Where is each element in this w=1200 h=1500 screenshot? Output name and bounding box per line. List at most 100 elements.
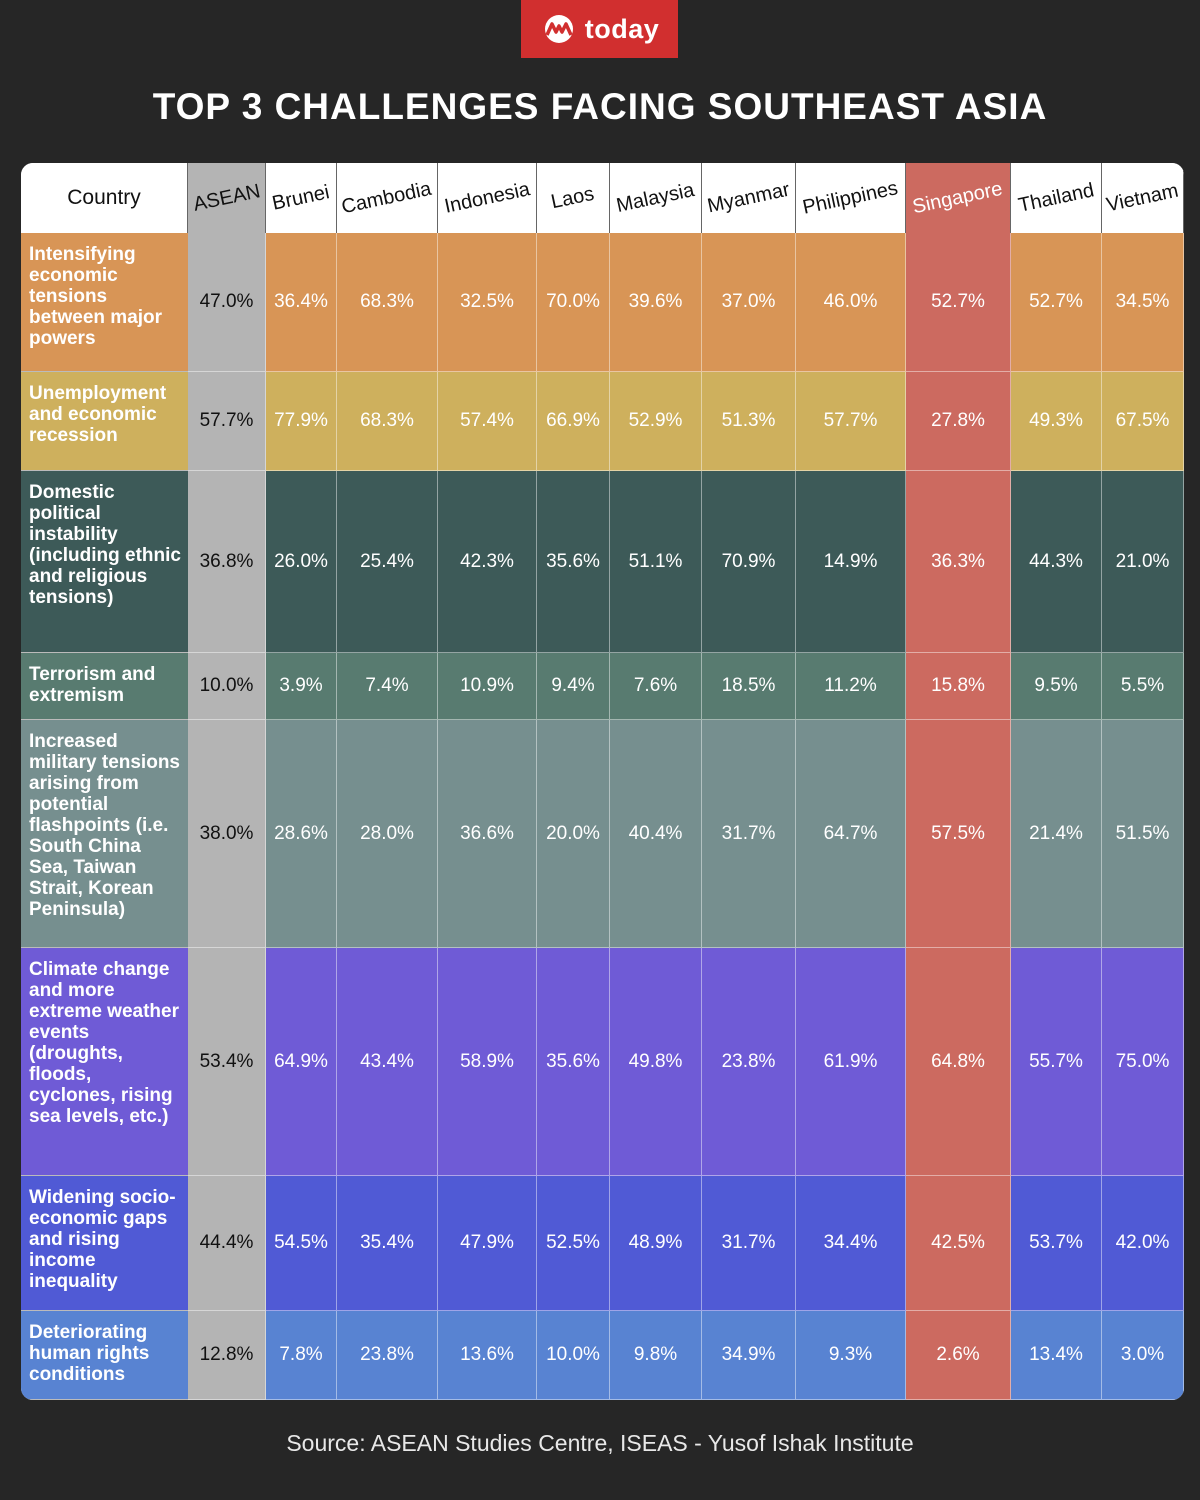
column-header-asean: ASEAN [188, 163, 266, 233]
challenges-table: Country ASEAN Brunei Cambodia Indonesia Laos M… [21, 163, 1184, 1400]
value-cell: 7.4% [337, 653, 438, 720]
column-header-text: Myanmar [705, 178, 792, 217]
value-cell: 9.4% [537, 653, 610, 720]
value-cell: 10.9% [438, 653, 537, 720]
value-cell: 27.8% [906, 372, 1011, 471]
value-cell: 26.0% [266, 471, 337, 653]
value-cell: 44.3% [1011, 471, 1102, 653]
column-header-text: Thailand [1016, 178, 1096, 217]
value-cell: 9.5% [1011, 653, 1102, 720]
value-cell: 3.0% [1102, 1311, 1184, 1400]
value-cell: 43.4% [337, 948, 438, 1176]
value-cell: 12.8% [188, 1311, 266, 1400]
value-cell: 31.7% [702, 720, 796, 948]
value-cell: 34.4% [796, 1176, 906, 1311]
row-label: Intensifying economic tensions between m… [21, 233, 188, 372]
value-cell: 39.6% [610, 233, 702, 372]
column-header-brunei: Brunei [266, 163, 337, 233]
row-label: Unemployment and economic recession [21, 372, 188, 471]
row-label: Domestic political instability (includin… [21, 471, 188, 653]
value-cell: 51.3% [702, 372, 796, 471]
value-cell: 64.7% [796, 720, 906, 948]
value-cell: 55.7% [1011, 948, 1102, 1176]
header-corner-label: Country [21, 163, 188, 233]
row-label: Deteriorating human rights conditions [21, 1311, 188, 1400]
value-cell: 49.3% [1011, 372, 1102, 471]
value-cell: 42.5% [906, 1176, 1011, 1311]
value-cell: 18.5% [702, 653, 796, 720]
value-cell: 35.4% [337, 1176, 438, 1311]
value-cell: 44.4% [188, 1176, 266, 1311]
value-cell: 42.3% [438, 471, 537, 653]
value-cell: 15.8% [906, 653, 1011, 720]
column-header-thailand: Thailand [1011, 163, 1102, 233]
value-cell: 48.9% [610, 1176, 702, 1311]
value-cell: 47.0% [188, 233, 266, 372]
value-cell: 14.9% [796, 471, 906, 653]
row-label: Widening socio-economic gaps and rising … [21, 1176, 188, 1311]
column-header-vietnam: Vietnam [1102, 163, 1184, 233]
value-cell: 31.7% [702, 1176, 796, 1311]
value-cell: 36.6% [438, 720, 537, 948]
column-header-text: ASEAN [190, 179, 262, 216]
value-cell: 36.8% [188, 471, 266, 653]
value-cell: 23.8% [702, 948, 796, 1176]
value-cell: 77.9% [266, 372, 337, 471]
column-header-singapore: Singapore [906, 163, 1011, 233]
column-header-text: Laos [549, 182, 597, 213]
column-header-philippines: Philippines [796, 163, 906, 233]
brand-name: today [584, 13, 660, 44]
column-header-text: Cambodia [340, 177, 434, 218]
value-cell: 54.5% [266, 1176, 337, 1311]
value-cell: 58.9% [438, 948, 537, 1176]
value-cell: 52.7% [906, 233, 1011, 372]
value-cell: 52.7% [1011, 233, 1102, 372]
value-cell: 13.6% [438, 1311, 537, 1400]
value-cell: 2.6% [906, 1311, 1011, 1400]
value-cell: 21.4% [1011, 720, 1102, 948]
value-cell: 36.3% [906, 471, 1011, 653]
value-cell: 5.5% [1102, 653, 1184, 720]
value-cell: 34.9% [702, 1311, 796, 1400]
value-cell: 7.8% [266, 1311, 337, 1400]
value-cell: 64.9% [266, 948, 337, 1176]
value-cell: 21.0% [1102, 471, 1184, 653]
value-cell: 49.8% [610, 948, 702, 1176]
column-header-text: Brunei [270, 180, 332, 215]
value-cell: 51.5% [1102, 720, 1184, 948]
column-header-text: Philippines [800, 176, 900, 219]
column-header-myanmar: Myanmar [702, 163, 796, 233]
value-cell: 46.0% [796, 233, 906, 372]
value-cell: 23.8% [337, 1311, 438, 1400]
value-cell: 10.0% [537, 1311, 610, 1400]
value-cell: 67.5% [1102, 372, 1184, 471]
row-label: Climate change and more extreme weather … [21, 948, 188, 1176]
column-header-indonesia: Indonesia [438, 163, 537, 233]
value-cell: 38.0% [188, 720, 266, 948]
value-cell: 70.9% [702, 471, 796, 653]
value-cell: 61.9% [796, 948, 906, 1176]
value-cell: 25.4% [337, 471, 438, 653]
value-cell: 42.0% [1102, 1176, 1184, 1311]
value-cell: 47.9% [438, 1176, 537, 1311]
value-cell: 32.5% [438, 233, 537, 372]
column-header-text: Indonesia [442, 177, 532, 218]
value-cell: 10.0% [188, 653, 266, 720]
column-header-text: Vietnam [1104, 179, 1181, 216]
value-cell: 37.0% [702, 233, 796, 372]
value-cell: 75.0% [1102, 948, 1184, 1176]
value-cell: 9.8% [610, 1311, 702, 1400]
column-header-text: Singapore [911, 177, 1005, 218]
value-cell: 52.5% [537, 1176, 610, 1311]
value-cell: 68.3% [337, 372, 438, 471]
value-cell: 35.6% [537, 471, 610, 653]
value-cell: 57.5% [906, 720, 1011, 948]
value-cell: 53.4% [188, 948, 266, 1176]
column-header-laos: Laos [537, 163, 610, 233]
page-title: TOP 3 CHALLENGES FACING SOUTHEAST ASIA [152, 86, 1048, 127]
row-label: Increased military tensions arising from… [21, 720, 188, 948]
column-header-cambodia: Cambodia [337, 163, 438, 233]
source-note: Source: ASEAN Studies Centre, ISEAS - Yu… [286, 1430, 914, 1456]
value-cell: 66.9% [537, 372, 610, 471]
value-cell: 36.4% [266, 233, 337, 372]
